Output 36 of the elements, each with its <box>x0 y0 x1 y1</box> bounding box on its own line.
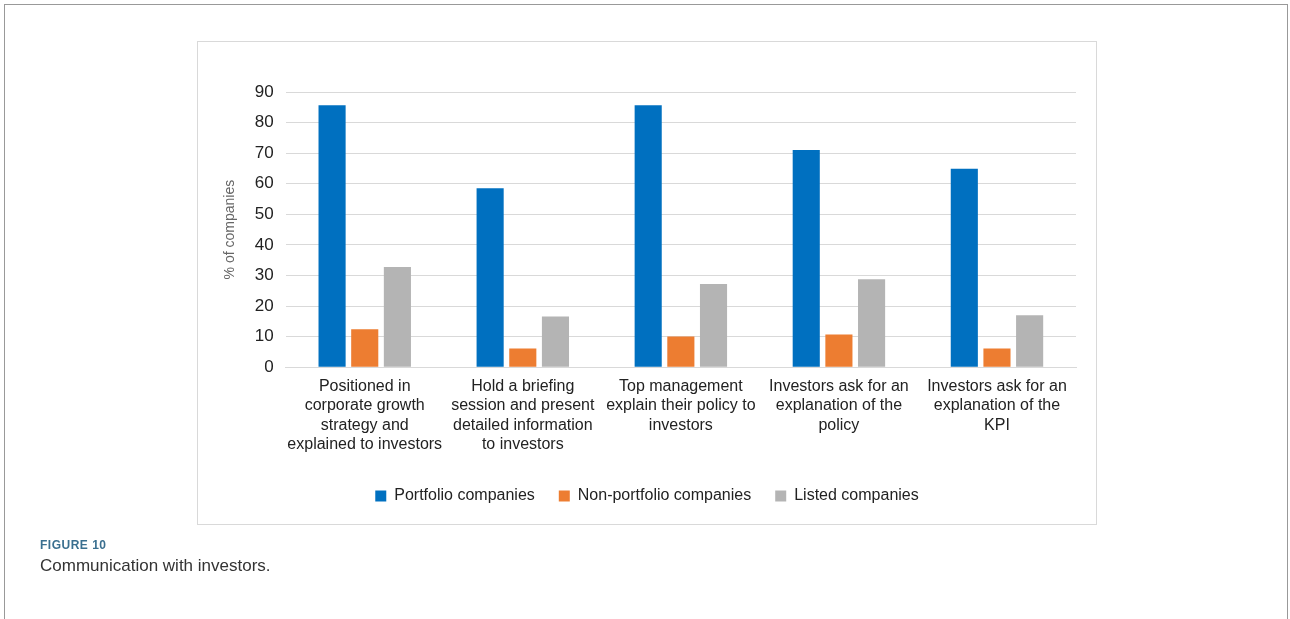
x-tick-label: Investors ask for an explanation of the policy <box>769 377 909 433</box>
x-tick-label: Positioned in corporate growth strategy and explained to investors <box>287 377 443 452</box>
y-tick-label: 20 <box>254 295 274 315</box>
y-tick-label: 30 <box>254 265 274 285</box>
y-tick-label: 10 <box>254 326 274 346</box>
bar <box>476 188 504 367</box>
bar <box>667 336 695 367</box>
bar <box>825 334 853 367</box>
y-tick-label: 80 <box>254 112 274 132</box>
legend-label: Non-portfolio companies <box>577 486 752 504</box>
legend-label: Portfolio companies <box>394 486 535 504</box>
y-tick-label: 70 <box>254 142 274 162</box>
y-tick-label: 90 <box>254 81 274 101</box>
x-tick-label: Hold a briefing session and present detailed information to investors <box>451 377 595 452</box>
bar <box>1016 315 1044 367</box>
bar <box>634 105 662 367</box>
bar <box>541 316 570 367</box>
bar <box>792 150 820 367</box>
bar <box>318 105 346 367</box>
y-tick-label: 60 <box>254 173 274 193</box>
bar <box>858 279 886 367</box>
y-tick-label: 0 <box>264 356 274 376</box>
x-tick-label: Top management explain their policy to investors <box>606 377 756 433</box>
y-tick-label: 50 <box>254 204 274 223</box>
bar <box>383 266 411 367</box>
legend-label: Listed companies <box>794 486 919 504</box>
bar <box>509 348 537 367</box>
caption: FIGURE 10 <box>40 538 107 552</box>
bar <box>950 168 978 367</box>
y-tick-label: 40 <box>254 234 274 254</box>
bar <box>983 348 1011 367</box>
bar <box>699 284 728 367</box>
text: Communication with investors. <box>40 556 271 576</box>
bar <box>351 329 379 367</box>
x-tick-label: Investors ask for an explanation of the KPI <box>927 377 1067 433</box>
y-axis-title: % of companies <box>221 179 238 280</box>
